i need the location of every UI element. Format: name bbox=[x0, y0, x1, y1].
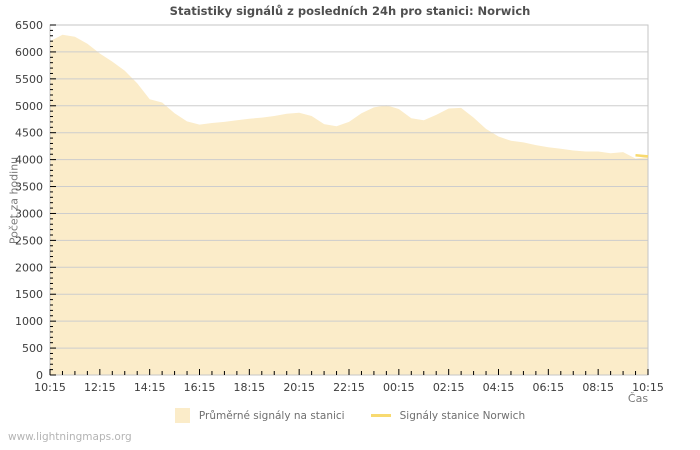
svg-text:5500: 5500 bbox=[15, 73, 43, 86]
svg-text:6000: 6000 bbox=[15, 46, 43, 59]
svg-text:22:15: 22:15 bbox=[333, 381, 365, 394]
svg-text:1500: 1500 bbox=[15, 288, 43, 301]
svg-text:10:15: 10:15 bbox=[34, 381, 66, 394]
svg-text:14:15: 14:15 bbox=[134, 381, 166, 394]
svg-text:5000: 5000 bbox=[15, 100, 43, 113]
watermark: www.lightningmaps.org bbox=[8, 431, 132, 443]
svg-text:02:15: 02:15 bbox=[433, 381, 465, 394]
legend-label-area: Průměrné signály na stanici bbox=[198, 409, 345, 422]
legend-label-line: Signály stanice Norwich bbox=[399, 409, 526, 422]
svg-text:10:15: 10:15 bbox=[632, 381, 664, 394]
svg-text:00:15: 00:15 bbox=[383, 381, 415, 394]
svg-text:0: 0 bbox=[36, 369, 43, 382]
svg-text:20:15: 20:15 bbox=[283, 381, 315, 394]
line-series bbox=[635, 154, 649, 158]
svg-text:08:15: 08:15 bbox=[582, 381, 614, 394]
gridlines bbox=[50, 51, 648, 349]
svg-text:3000: 3000 bbox=[15, 207, 43, 220]
svg-text:4500: 4500 bbox=[15, 127, 43, 140]
area-series-swatch bbox=[174, 408, 190, 423]
svg-text:2500: 2500 bbox=[15, 234, 43, 247]
line-series-swatch bbox=[370, 414, 391, 417]
area-series bbox=[50, 34, 648, 375]
x-axis-title: Čas bbox=[627, 392, 649, 405]
svg-text:6500: 6500 bbox=[15, 19, 43, 32]
svg-text:04:15: 04:15 bbox=[483, 381, 515, 394]
chart-legend: Průměrné signály na stanici Signály stan… bbox=[0, 408, 700, 423]
svg-text:18:15: 18:15 bbox=[233, 381, 265, 394]
legend-item-area: Průměrné signály na stanici bbox=[174, 408, 345, 423]
x-axis: 10:15 12:15 14:15 16:15 18:15 20:15 22:15 00:15… bbox=[34, 369, 664, 394]
svg-text:3500: 3500 bbox=[15, 181, 43, 194]
svg-text:1000: 1000 bbox=[15, 315, 43, 328]
svg-text:06:15: 06:15 bbox=[532, 381, 564, 394]
svg-text:4000: 4000 bbox=[15, 154, 43, 167]
svg-text:16:15: 16:15 bbox=[184, 381, 216, 394]
legend-item-line: Signály stanice Norwich bbox=[370, 409, 526, 422]
svg-text:2000: 2000 bbox=[15, 261, 43, 274]
chart-title: Statistiky signálů z posledních 24h pro … bbox=[169, 4, 531, 18]
svg-text:500: 500 bbox=[22, 342, 43, 355]
y-axis: 0 500 1000 1500 2000 2500 3000 3500 4000 4500 5000… bbox=[15, 19, 56, 382]
svg-text:12:15: 12:15 bbox=[84, 381, 116, 394]
